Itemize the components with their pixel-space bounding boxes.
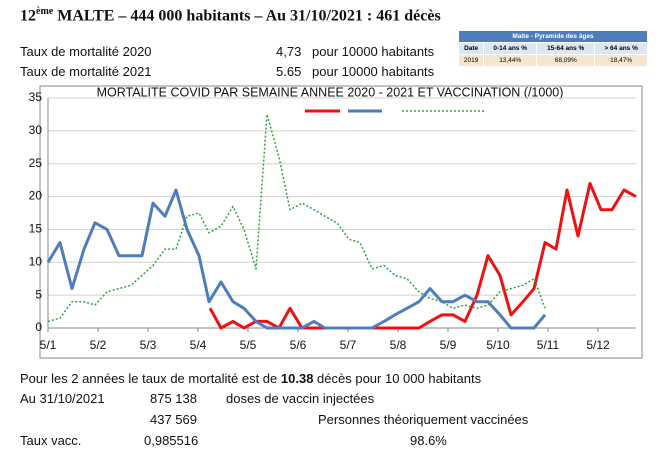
x-tick-label: 5/10 <box>486 338 510 352</box>
label: Taux de mortalité 2020 <box>20 44 152 59</box>
cell: 68,09% <box>536 54 596 67</box>
series-line <box>47 113 546 323</box>
chart-title: MORTALITE COVID PAR SEMAINE ANNEE 2020 -… <box>97 85 564 99</box>
text: 98.6% <box>410 433 447 448</box>
y-tick-label: 5 <box>35 287 42 301</box>
series-line <box>46 188 547 330</box>
num: 12 <box>20 7 36 25</box>
x-tick-label: 5/9 <box>440 338 457 352</box>
x-tick-label: 5/7 <box>340 338 357 352</box>
text: 437 569 <box>150 412 197 427</box>
x-tick-label: 5/4 <box>190 338 207 352</box>
text: Personnes théoriquement vaccinées <box>318 412 529 427</box>
text: 0,985516 <box>144 433 199 448</box>
x-tick-label: 5/5 <box>240 338 257 352</box>
x-tick-label: 5/1 <box>40 338 57 352</box>
y-tick-label: 30 <box>29 123 43 137</box>
title: MALTE – 444 000 habitants – Au 31/10/202… <box>57 7 441 25</box>
text: 875 138 <box>150 391 197 406</box>
x-tick-label: 5/12 <box>586 338 610 352</box>
series-line <box>208 181 637 330</box>
text: Pour les 2 années le taux de mortalité e… <box>20 371 281 386</box>
value: 4,73 <box>276 44 302 59</box>
text: Taux vacc. <box>20 433 82 448</box>
footer-line: Pour les 2 années le taux de mortalité e… <box>20 371 481 386</box>
x-tick-label: 5/3 <box>140 338 157 352</box>
header: 12ème MALTE – 444 000 habitants – Au 31/… <box>20 6 441 25</box>
pyramid-table: Malte - Pyramide des âges Date 0-14 ans %… <box>457 30 648 67</box>
y-tick-label: 20 <box>29 189 43 203</box>
cell: 2019 <box>457 54 485 67</box>
unit: pour 10000 habitants <box>312 44 435 59</box>
cell: 18,47% <box>594 54 648 67</box>
unit: pour 10000 habitants <box>312 64 435 79</box>
text: décès pour 10 000 habitants <box>313 371 482 386</box>
y-tick-label: 25 <box>29 156 43 170</box>
text: Au 31/10/2021 <box>20 391 105 406</box>
sup: ème <box>36 6 54 17</box>
x-tick-label: 5/6 <box>290 338 307 352</box>
y-tick-label: 15 <box>29 222 43 236</box>
chart-frame <box>39 85 643 359</box>
label: Taux de mortalité 2021 <box>20 64 152 79</box>
y-tick-label: 10 <box>29 254 43 268</box>
x-tick-label: 5/11 <box>537 338 560 352</box>
y-tick-label: 0 <box>35 320 42 334</box>
x-tick-label: 5/8 <box>390 338 407 352</box>
y-tick-label: 35 <box>29 90 43 104</box>
text: doses de vaccin injectées <box>226 391 375 406</box>
value: 5.65 <box>276 64 302 79</box>
text: 10.38 <box>280 371 314 386</box>
x-tick-label: 5/2 <box>90 338 107 352</box>
